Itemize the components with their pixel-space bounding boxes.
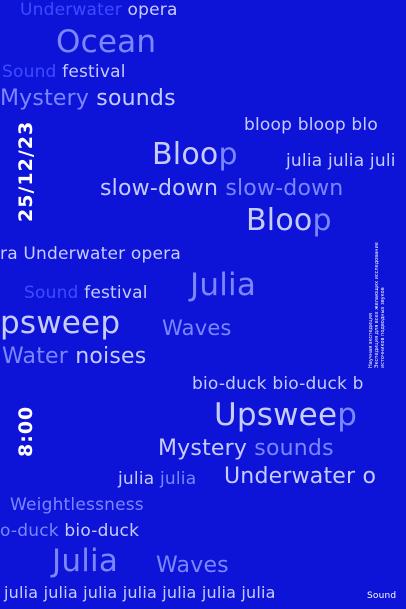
word-line: Upsweep xyxy=(214,400,357,431)
word-line: Water noises xyxy=(2,346,146,368)
word-line: ra Underwater opera xyxy=(0,246,181,263)
word-line: Bloop xyxy=(152,140,238,170)
word-line: bio-duck bio-duck b xyxy=(192,376,364,393)
word-line: Sound festival xyxy=(2,64,126,81)
word-segment: Weightlessness xyxy=(10,495,144,515)
word-segment: julia julia julia julia julia julia juli… xyxy=(4,583,276,602)
word-segment: Sound xyxy=(2,62,63,82)
word-segment: sounds xyxy=(254,436,334,461)
word-line: Waves xyxy=(162,318,232,339)
word-segment: Bloo xyxy=(246,203,313,238)
word-segment: julia xyxy=(159,469,197,489)
word-segment: o-duck xyxy=(0,521,65,541)
word-segment: p xyxy=(312,203,332,238)
word-line: Weightlessness xyxy=(10,497,144,514)
word-line: Julia xyxy=(190,270,256,301)
word-segment: psweep xyxy=(0,305,121,341)
word-segment: slow-down xyxy=(100,176,226,201)
word-segment: Mystery xyxy=(0,86,97,111)
word-segment: Water xyxy=(2,344,76,369)
tagline-line-3: источников подводных звуков xyxy=(380,287,386,368)
word-segment: noises xyxy=(75,344,147,369)
word-segment: Upswee xyxy=(214,397,338,433)
word-segment: slow-down xyxy=(225,176,344,201)
word-line: Underwater opera xyxy=(20,2,178,19)
word-segment: Underwater xyxy=(20,0,128,20)
word-segment: opera xyxy=(127,0,178,20)
word-segment: Julia xyxy=(52,543,119,579)
word-segment: ra Underwater opera xyxy=(0,244,181,264)
word-segment: sounds xyxy=(96,86,176,111)
word-line: slow-down slow-down xyxy=(100,178,343,200)
word-segment: Ocean xyxy=(56,24,157,60)
word-segment: julia julia juli xyxy=(286,151,396,171)
corner-label: Sound xyxy=(367,591,397,601)
word-line: bloop bloop blo xyxy=(244,117,378,134)
word-segment: festival xyxy=(84,283,148,303)
word-segment: p xyxy=(218,137,238,172)
word-line: Mystery sounds xyxy=(158,438,334,460)
word-line: Mystery sounds xyxy=(0,88,176,110)
word-segment: Julia xyxy=(190,267,257,303)
word-line: Bloop xyxy=(246,206,332,236)
word-segment: bio-duck xyxy=(64,521,140,541)
word-segment: bloop bloop blo xyxy=(244,115,378,135)
word-segment: Waves xyxy=(156,553,229,578)
tagline: Научная экспедиция Экспедиция для всех ж… xyxy=(368,242,386,368)
word-segment: festival xyxy=(62,62,126,82)
word-segment: p xyxy=(337,397,358,433)
event-time: 8:00 xyxy=(15,405,37,457)
word-line: julia julia juli xyxy=(286,153,396,170)
word-line: Underwater o xyxy=(224,466,376,488)
word-line: Ocean xyxy=(56,27,156,58)
word-segment: Mystery xyxy=(158,436,255,461)
word-line: psweep xyxy=(0,308,120,339)
word-segment: Underwater o xyxy=(224,464,377,489)
word-line: Julia xyxy=(52,546,118,577)
word-segment: bio-duck bio-duck b xyxy=(192,374,364,394)
word-line: o-duck bio-duck xyxy=(0,523,139,540)
word-segment: Sound xyxy=(24,283,85,303)
word-line: Sound festival xyxy=(24,285,148,302)
word-segment: Bloo xyxy=(152,137,219,172)
word-segment: Waves xyxy=(162,316,232,340)
word-line: julia julia julia julia julia julia juli… xyxy=(4,585,276,601)
word-segment: julia xyxy=(118,469,160,489)
event-date: 25/12/23 xyxy=(15,120,37,222)
word-line: Waves xyxy=(156,555,229,577)
word-line: julia julia xyxy=(118,471,196,488)
